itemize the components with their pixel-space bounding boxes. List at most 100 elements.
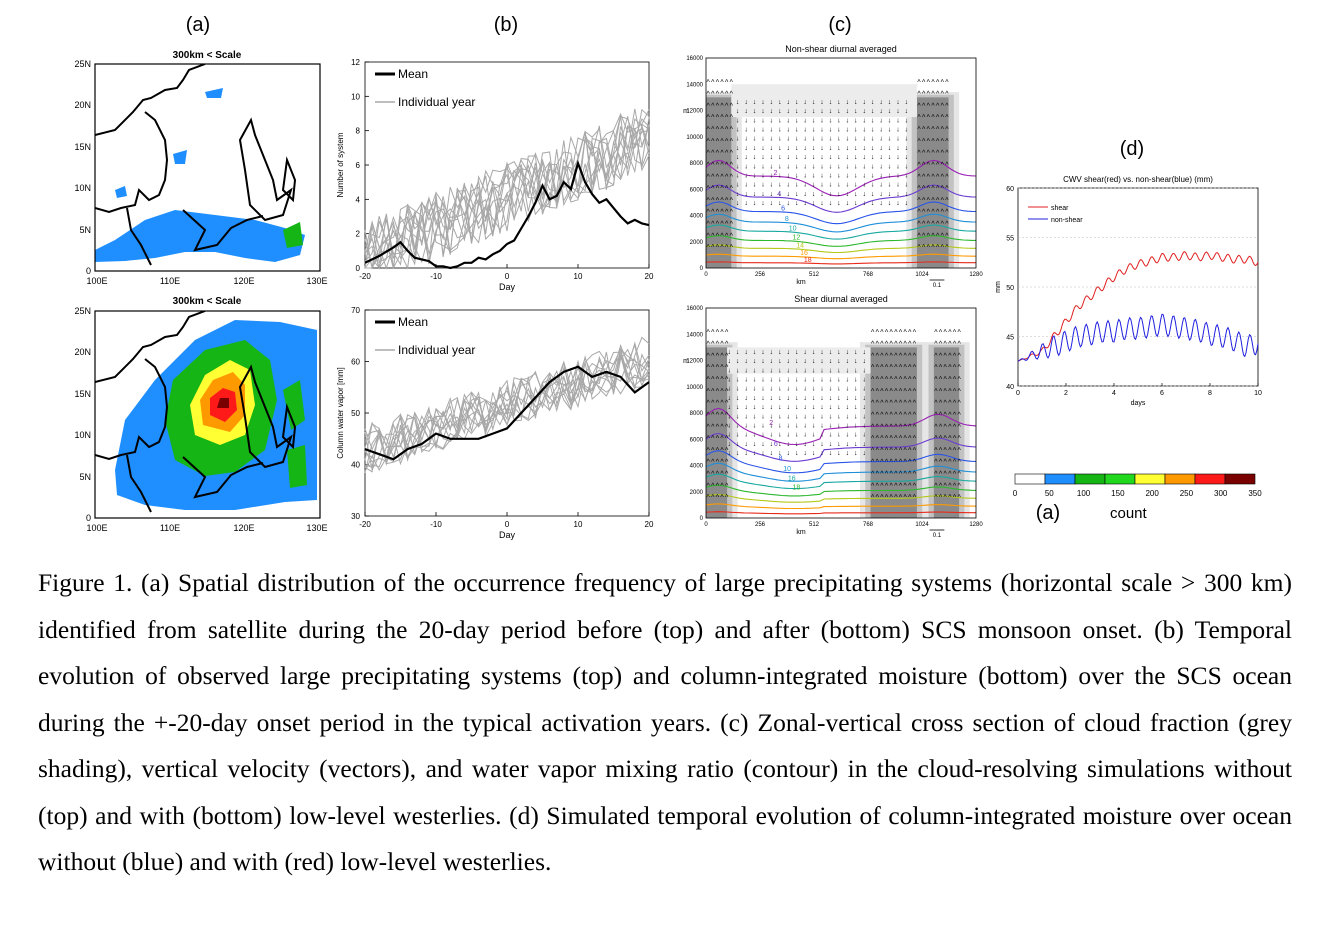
contour-label: 2 <box>774 170 778 177</box>
vector-up: ^ <box>899 447 903 454</box>
vector-down: ↓ <box>846 99 850 106</box>
vector-up: ^ <box>725 424 729 431</box>
vector-up: ^ <box>720 197 724 204</box>
vector-down: ↓ <box>803 163 807 170</box>
vector-up: ^ <box>908 495 912 502</box>
contour-label: 12 <box>792 234 800 241</box>
vector-down: ↓ <box>846 413 850 420</box>
svg-text:25N: 25N <box>74 59 91 69</box>
vector-up: ^ <box>706 103 710 110</box>
vector-down: ↓ <box>854 163 858 170</box>
vector-up: ^ <box>711 459 715 466</box>
vector-down: ↓ <box>778 441 782 448</box>
vector-down: ↓ <box>820 349 824 356</box>
vector-down: ↓ <box>820 395 824 402</box>
svg-text:100E: 100E <box>86 276 107 286</box>
vector-up: ^ <box>957 341 961 348</box>
vector-up: ^ <box>880 412 884 419</box>
vector-up: ^ <box>716 233 720 240</box>
contour-line <box>705 432 977 462</box>
svg-text:130E: 130E <box>306 523 327 533</box>
vector-down: ↓ <box>862 349 866 356</box>
vector-up: ^ <box>706 221 710 228</box>
vector-down: ↓ <box>727 413 731 420</box>
cloud-fraction-patch <box>727 347 871 374</box>
vector-down: ↓ <box>770 172 774 179</box>
vector-down: ↓ <box>787 99 791 106</box>
vector-up: ^ <box>922 245 926 252</box>
velocity-vectors: ↓ ↓ ↓ ↓ ↓ ↓ ↓ ↓ ↓ ↓ ↓ ↓ ↓ ↓ ↓ ↓ ↓ ↓ ↓ ↓ ↓ ↓ ↓ ↓ ↓ ↓ ↓ ↓ ↓ ↓ ↓ ↓ ↓ ↓ ↓ ↓ ↓ ↓ ↓ ↓… <box>706 329 961 501</box>
y-tick-label: 0 <box>700 266 704 272</box>
vector-up: ^ <box>711 91 715 98</box>
vector-down: ↓ <box>879 200 883 207</box>
vector-up: ^ <box>880 377 884 384</box>
vector-down: ↓ <box>871 191 875 198</box>
vector-down: ↓ <box>753 450 757 457</box>
vector-up: ^ <box>730 150 734 157</box>
svg-text:5N: 5N <box>79 225 91 235</box>
contour-label: 2 <box>769 420 773 427</box>
vector-up: ^ <box>903 353 907 360</box>
vector-up: ^ <box>730 79 734 86</box>
vector-up: ^ <box>894 353 898 360</box>
vector-up: ^ <box>903 447 907 454</box>
vector-up: ^ <box>939 388 943 395</box>
vector-down: ↓ <box>837 136 841 143</box>
vector-down: ↓ <box>787 358 791 365</box>
vector-up: ^ <box>885 412 889 419</box>
panel-letter-b: (b) <box>493 14 519 36</box>
vector-down: ↓ <box>829 117 833 124</box>
individual-year-line <box>364 336 650 465</box>
x-tick-label: 256 <box>755 522 766 528</box>
vector-up: ^ <box>899 471 903 478</box>
vector-up: ^ <box>894 447 898 454</box>
vector-down: ↓ <box>871 145 875 152</box>
vector-down: ↓ <box>795 117 799 124</box>
vector-down: ↓ <box>829 145 833 152</box>
legend-individual-label: Individual year <box>398 343 475 357</box>
vector-down: ↓ <box>888 127 892 134</box>
vector-down: ↓ <box>888 117 892 124</box>
vector-up: ^ <box>716 174 720 181</box>
vector-down: ↓ <box>829 377 833 384</box>
x-tick-label: -20 <box>359 520 371 529</box>
vector-down: ↓ <box>820 163 824 170</box>
vector-down: ↓ <box>761 349 765 356</box>
vector-up: ^ <box>725 115 729 122</box>
vector-up: ^ <box>711 365 715 372</box>
vector-up: ^ <box>716 412 720 419</box>
vector-down: ↓ <box>820 432 824 439</box>
vector-up: ^ <box>917 79 921 86</box>
vector-down: ↓ <box>770 358 774 365</box>
vector-up: ^ <box>725 79 729 86</box>
x-tick-label: 0 <box>704 272 708 278</box>
vector-up: ^ <box>720 127 724 134</box>
vector-down: ↓ <box>803 99 807 106</box>
vector-up: ^ <box>730 138 734 145</box>
vector-up: ^ <box>725 150 729 157</box>
vector-up: ^ <box>725 471 729 478</box>
vector-up: ^ <box>948 459 952 466</box>
vector-up: ^ <box>876 388 880 395</box>
series-mean-line <box>364 365 650 461</box>
vector-down: ↓ <box>770 182 774 189</box>
vector-up: ^ <box>939 483 943 490</box>
vector-down: ↓ <box>812 127 816 134</box>
vector-down: ↓ <box>761 108 765 115</box>
x-tick-label: -20 <box>359 272 371 281</box>
panel-letter-a: (a) <box>185 14 211 36</box>
vector-up: ^ <box>871 377 875 384</box>
vector-down: ↓ <box>761 441 765 448</box>
contour-label: 14 <box>796 242 804 249</box>
vector-up: ^ <box>927 150 931 157</box>
vector-up: ^ <box>944 329 948 336</box>
y-tick-label: 45 <box>1006 335 1014 342</box>
vector-down: ↓ <box>829 182 833 189</box>
vector-up: ^ <box>927 174 931 181</box>
vector-down: ↓ <box>803 191 807 198</box>
vector-down: ↓ <box>787 404 791 411</box>
vector-up: ^ <box>936 197 940 204</box>
vector-down: ↓ <box>778 367 782 374</box>
vector-down: ↓ <box>846 127 850 134</box>
vector-up: ^ <box>941 221 945 228</box>
